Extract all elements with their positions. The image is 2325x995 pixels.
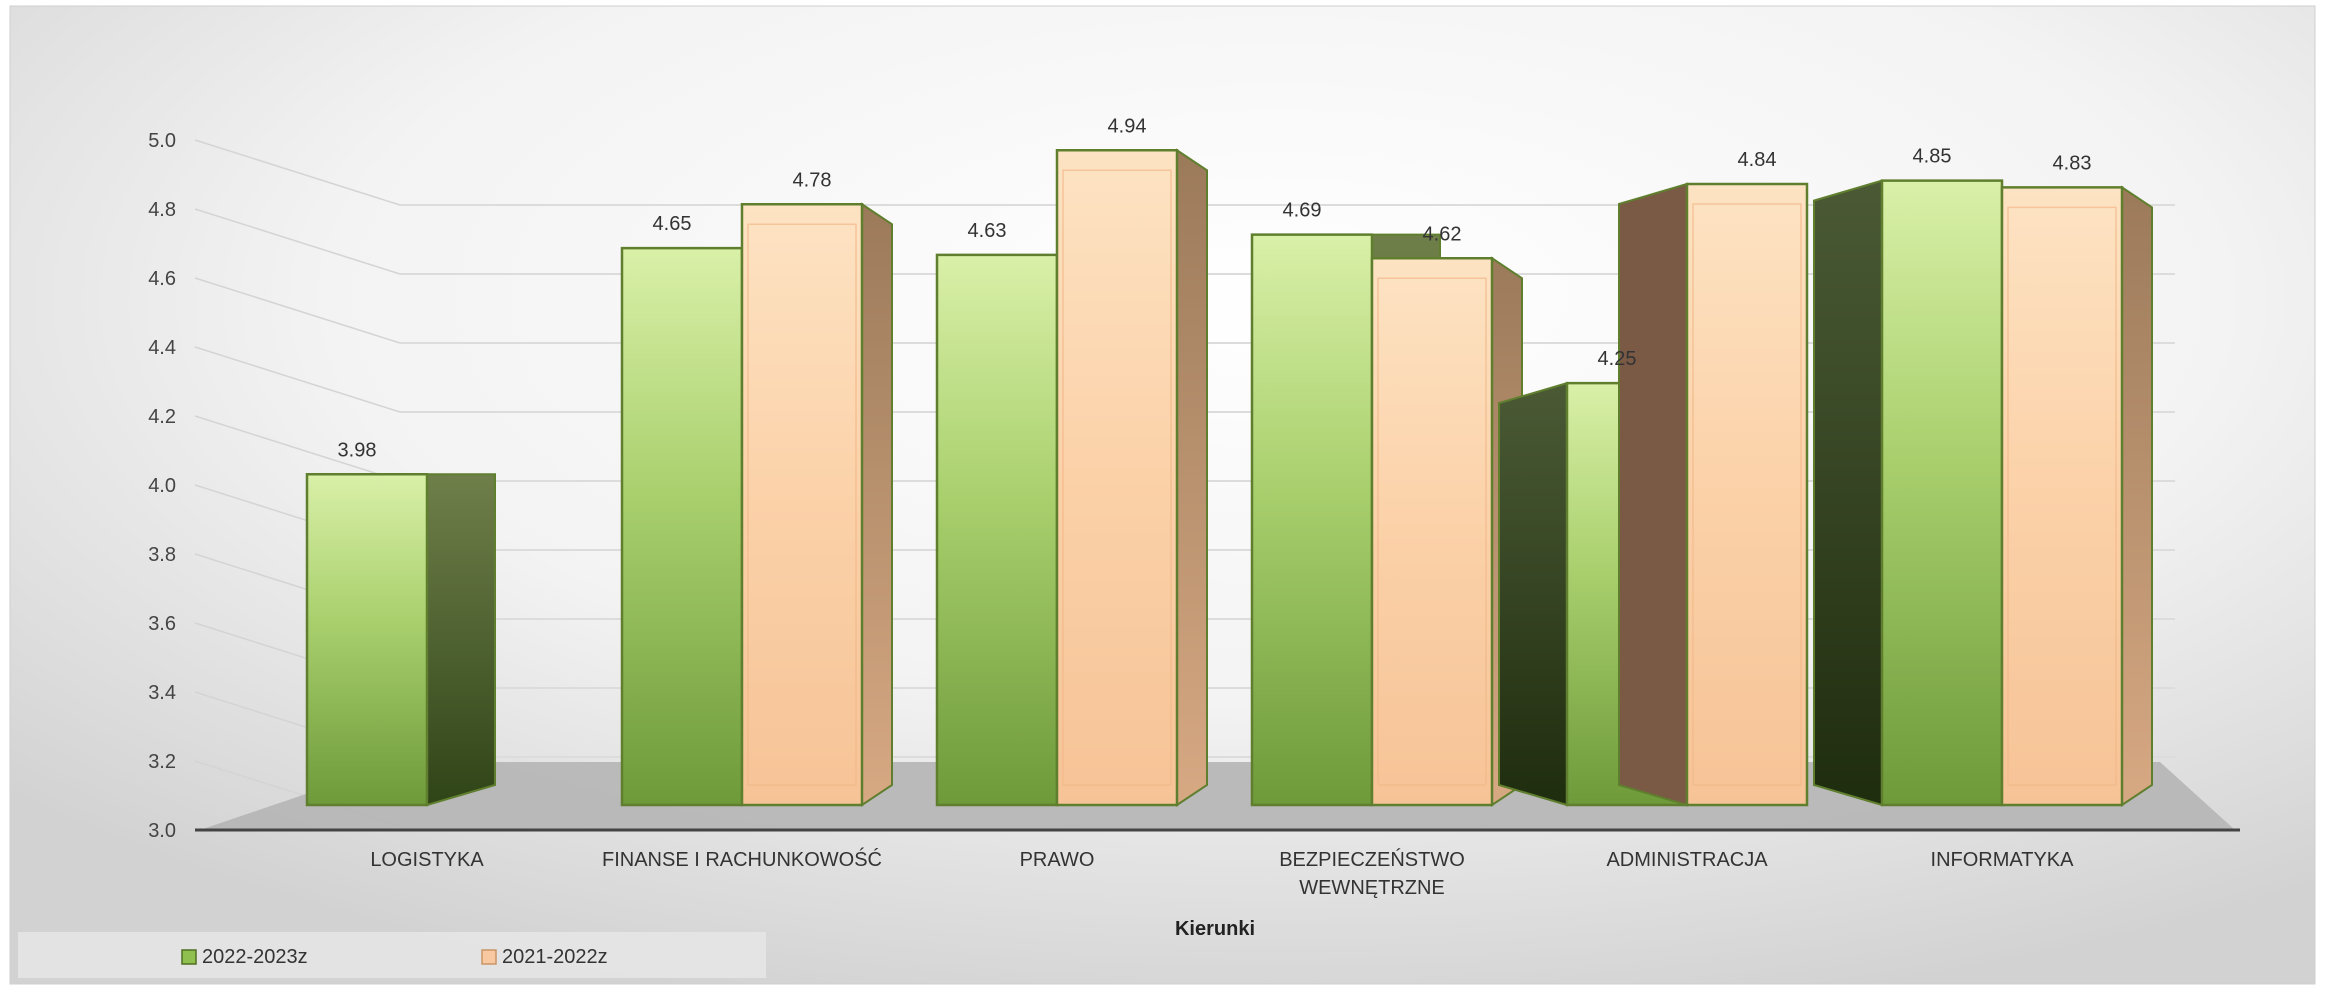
gridline-left xyxy=(194,346,401,413)
data-label: 4.85 xyxy=(1913,146,1952,168)
bar-2021-2022z-4 xyxy=(1618,182,1809,807)
y-tick-label: 3.0 xyxy=(148,820,176,842)
data-label: 4.62 xyxy=(1423,223,1462,245)
data-labels: 3.98 4.65 4.78 4.63 4.94 4.69 4.62 4.25 4.84 4.85… xyxy=(338,115,2092,461)
data-label: 4.65 xyxy=(653,213,692,235)
category-label-line: INFORMATYKA xyxy=(1931,849,2075,871)
legend-label: 2022-2023z xyxy=(202,946,308,968)
bar-inner-edge xyxy=(1062,169,1172,786)
bar-side-face xyxy=(1498,381,1568,807)
bar-inner-edge xyxy=(1377,277,1487,786)
data-label: 4.84 xyxy=(1738,149,1777,171)
category-label: ADMINISTRACJA xyxy=(1606,849,1768,871)
legend-swatch xyxy=(181,949,197,965)
legend-swatch xyxy=(481,949,497,965)
y-tick-label: 4.6 xyxy=(148,268,176,290)
bar-side-face xyxy=(426,473,496,807)
x-axis-title: Kierunki xyxy=(1175,918,1255,940)
data-label: 4.78 xyxy=(793,169,832,191)
bars xyxy=(305,148,2153,807)
bar-side-face xyxy=(861,202,893,807)
bar-front-face xyxy=(620,246,744,807)
bar-front-face xyxy=(1685,182,1809,807)
bar-front-face xyxy=(1250,233,1374,807)
category-label: INFORMATYKA xyxy=(1931,849,2075,871)
y-tick-label: 5.0 xyxy=(148,130,176,152)
data-label: 4.63 xyxy=(968,220,1007,242)
bar-inner-edge xyxy=(2007,206,2117,786)
category-label: FINANSE I RACHUNKOWOŚĆ xyxy=(602,847,882,871)
bar-front-face xyxy=(305,473,429,807)
bar-side-face xyxy=(1813,179,1883,807)
category-label-line: BEZPIECZEŃSTWO xyxy=(1279,848,1465,871)
bar-front-face xyxy=(935,253,1059,807)
bar-front-face xyxy=(2000,186,2124,807)
category-label-line: ADMINISTRACJA xyxy=(1606,849,1768,871)
y-tick-label: 4.4 xyxy=(148,337,176,359)
y-tick-label: 4.0 xyxy=(148,475,176,497)
bar-2022-2023z-0 xyxy=(305,473,496,807)
bar-side-face xyxy=(1176,148,1208,807)
gridline-left xyxy=(194,277,401,344)
bar-inner-edge xyxy=(747,223,857,786)
bar-side-face xyxy=(1618,182,1688,807)
bar-2021-2022z-1 xyxy=(740,202,893,807)
gridline-left xyxy=(194,139,401,206)
category-label: BEZPIECZEŃSTWO WEWNĘTRZNE xyxy=(1279,848,1465,899)
category-label-line: WEWNĘTRZNE xyxy=(1299,877,1445,899)
data-label: 4.69 xyxy=(1283,200,1322,222)
data-label: 4.83 xyxy=(2053,152,2092,174)
legend-background xyxy=(18,932,766,978)
gridline-left xyxy=(194,415,401,482)
y-tick-label: 3.4 xyxy=(148,682,176,704)
y-tick-label: 4.8 xyxy=(148,199,176,221)
bar-inner-edge xyxy=(1692,203,1802,786)
gridline-left xyxy=(194,208,401,275)
bar-front-face xyxy=(1880,179,2004,807)
bar-2021-2022z-3 xyxy=(1370,256,1523,807)
bar-side-face xyxy=(2121,185,2153,807)
bar-front-face xyxy=(740,203,864,807)
category-label-line: LOGISTYKA xyxy=(370,849,484,871)
category-label-line: PRAWO xyxy=(1020,849,1095,871)
data-label: 3.98 xyxy=(338,439,377,461)
y-tick-label: 3.6 xyxy=(148,613,176,635)
bar-2022-2023z-5 xyxy=(1813,179,2004,807)
bar-front-face xyxy=(1370,257,1494,807)
y-axis-tick-labels: 3.0 3.2 3.4 3.6 3.8 4.0 4.2 4.4 4.6 4.8 5.0 xyxy=(148,130,176,842)
data-label: 4.94 xyxy=(1108,115,1147,137)
category-label: PRAWO xyxy=(1020,849,1095,871)
y-tick-label: 4.2 xyxy=(148,406,176,428)
x-axis-category-labels: LOGISTYKA FINANSE I RACHUNKOWOŚĆ PRAWO BEZP… xyxy=(370,847,2074,899)
bar-2021-2022z-2 xyxy=(1055,148,1208,807)
legend-label: 2021-2022z xyxy=(502,946,608,968)
bar-2021-2022z-5 xyxy=(2000,185,2153,807)
bar-front-face xyxy=(1055,149,1179,807)
category-label-line: FINANSE I RACHUNKOWOŚĆ xyxy=(602,847,882,871)
legend: 2022-2023z 2021-2022z xyxy=(181,946,608,968)
category-label: LOGISTYKA xyxy=(370,849,484,871)
data-label: 4.25 xyxy=(1598,348,1637,370)
y-tick-label: 3.8 xyxy=(148,544,176,566)
y-tick-label: 3.2 xyxy=(148,751,176,773)
